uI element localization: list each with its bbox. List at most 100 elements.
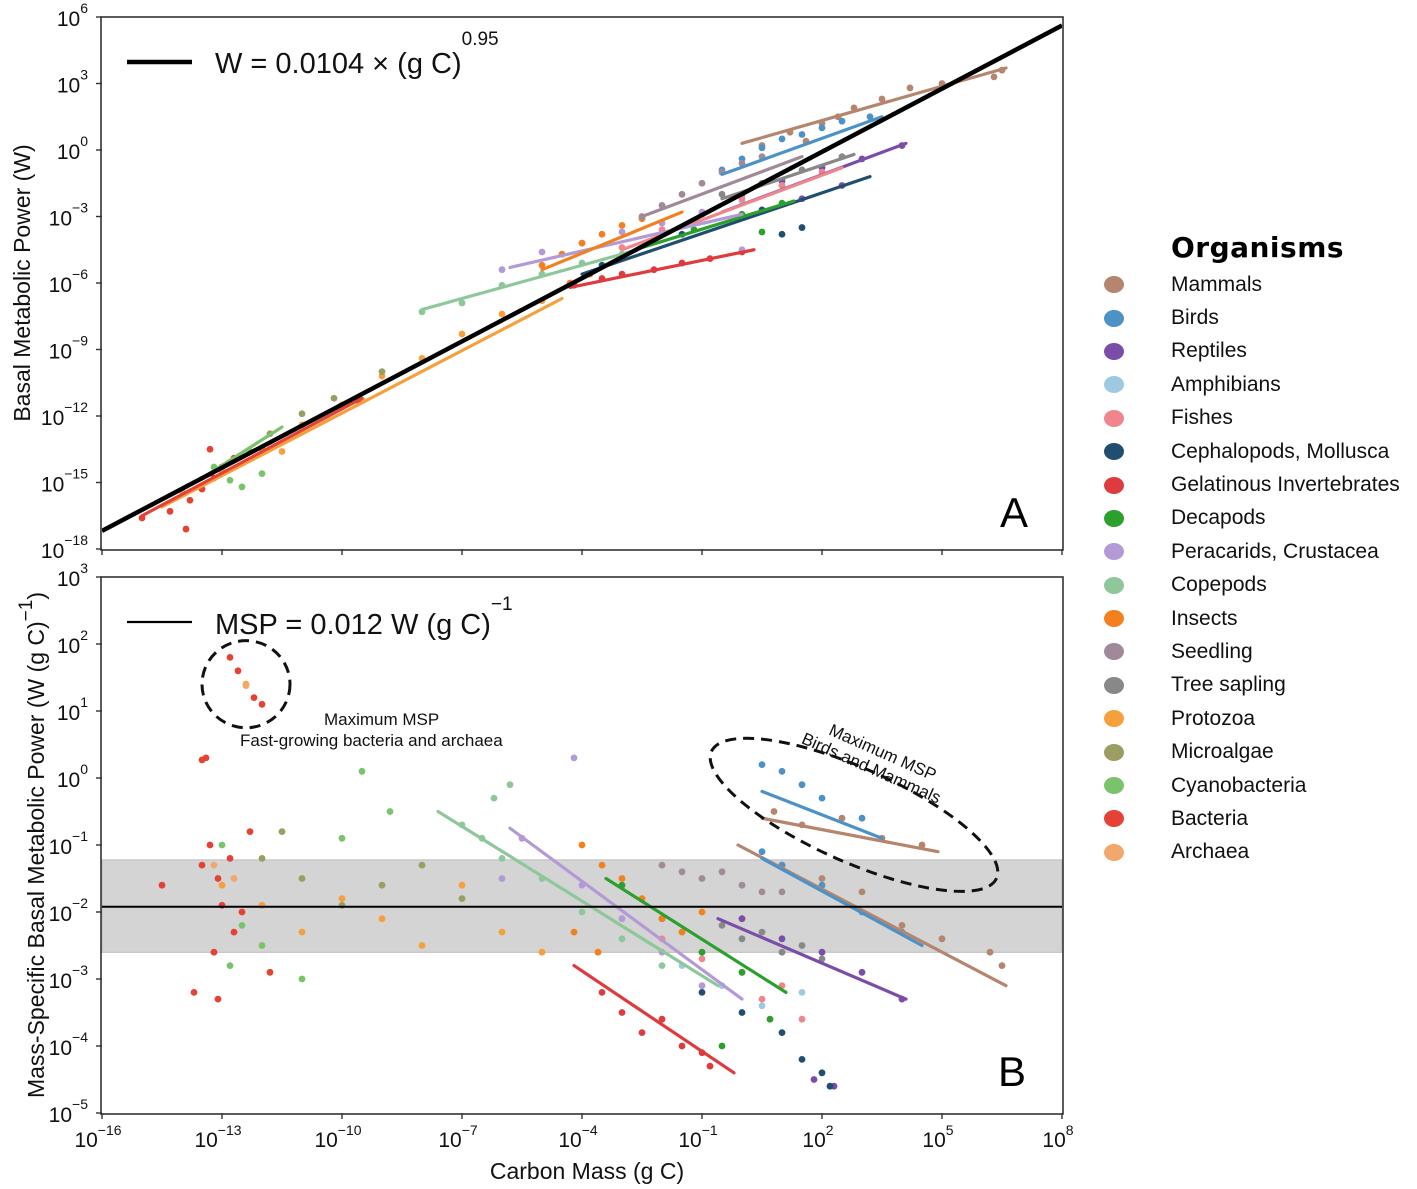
legend-marker-icon (1104, 843, 1124, 861)
legend-label: Insects (1171, 606, 1238, 630)
data-point (758, 848, 766, 856)
data-point (158, 881, 166, 889)
data-point (298, 975, 306, 983)
data-point (166, 507, 174, 515)
plot-area (158, 654, 1008, 1090)
data-point (658, 1015, 666, 1023)
data-point (990, 73, 998, 81)
fit-line-cephalopods-mollusca (580, 175, 872, 276)
data-point (798, 1015, 806, 1023)
data-point (206, 445, 214, 453)
data-point (838, 814, 846, 822)
data-point (330, 394, 338, 402)
x-tick-label: 10−4 (558, 1122, 598, 1152)
data-point (210, 948, 218, 956)
series-protozoa (218, 680, 546, 956)
data-point (338, 834, 346, 842)
data-point (490, 794, 498, 802)
data-point (698, 875, 706, 882)
annotation-ellipse (200, 639, 292, 730)
panel-b-x-ticks: 10−16 10−13 10−10 10−7 10−4 10−1 102 105 108 (74, 1113, 1074, 1152)
legend-label: Gelatinous Invertebrates (1171, 473, 1400, 497)
legend-label: Mammals (1171, 272, 1263, 296)
legend-marker-icon (1104, 276, 1124, 294)
legend-marker-icon (1104, 443, 1124, 461)
legend-item-birds: Birds (1090, 301, 1417, 334)
x-tick-label: 105 (922, 1122, 953, 1152)
data-point (598, 989, 606, 996)
y-tick-label: 10−5 (49, 1096, 89, 1127)
data-point (758, 928, 766, 936)
data-point (698, 955, 706, 963)
legend-item-insects: Insects (1090, 602, 1417, 635)
legend-item-archaea: Archaea (1090, 836, 1417, 869)
data-point (378, 368, 386, 376)
data-point (778, 135, 786, 143)
data-point (598, 861, 606, 869)
legend-label: Copepods (1171, 573, 1267, 597)
data-point (698, 179, 706, 187)
legend-item-cyanobacteria: Cyanobacteria (1090, 769, 1417, 802)
data-point (678, 190, 686, 198)
fit-line-copepods (436, 809, 720, 988)
data-point (778, 1029, 786, 1036)
series-archaea (210, 682, 250, 882)
data-point (226, 654, 234, 661)
legend-marker-icon (1104, 643, 1124, 661)
data-point (226, 962, 234, 969)
annotation-bacteria-line2: Fast-growing bacteria and archaea (240, 731, 503, 750)
legend-item-peracarids-crustacea: Peracarids, Crustacea (1090, 535, 1417, 568)
data-point (798, 989, 806, 996)
panel-a-letter: A (1000, 489, 1028, 536)
panel-b-letter: B (998, 1048, 1026, 1095)
panel-b-marks (158, 654, 1008, 1090)
data-point (198, 861, 206, 869)
data-point (498, 266, 506, 274)
panel-a-x-ticks (101, 549, 1063, 555)
data-point (238, 483, 246, 491)
legend-label: Decapods (1171, 506, 1266, 530)
data-point (218, 841, 226, 849)
data-point (758, 144, 766, 152)
data-point (238, 908, 246, 916)
legend-marker-icon (1104, 777, 1124, 795)
y-tick-label: 100 (57, 761, 88, 792)
legend-label: Seedling (1171, 639, 1253, 663)
data-point (758, 888, 766, 896)
series-cephalopods-mollusca (698, 989, 834, 1090)
y-tick-label: 103 (57, 67, 88, 98)
data-point (498, 928, 506, 936)
data-point (858, 968, 866, 976)
data-point (186, 496, 194, 504)
data-point (898, 922, 906, 929)
data-point (458, 330, 466, 338)
data-point (718, 922, 726, 929)
annotation-bacteria-line1: Maximum MSP (324, 710, 439, 729)
data-point (798, 1056, 806, 1063)
fit-line-protozoa (160, 296, 564, 509)
panel-a-marks (102, 23, 1062, 533)
legend-marker-icon (1104, 710, 1124, 728)
x-tick-label: 10−1 (678, 1122, 718, 1152)
data-point (658, 861, 666, 869)
y-tick-label: 103 (57, 560, 88, 591)
data-point (206, 841, 214, 849)
y-tick-label: 100 (57, 133, 88, 164)
data-point (798, 781, 806, 789)
fit-line-reptiles (716, 917, 908, 1001)
data-point (826, 1082, 834, 1090)
fit-line-birds (720, 115, 884, 176)
fit-line-peracarids-crustacea (508, 212, 744, 270)
data-point (618, 915, 626, 923)
data-point (246, 828, 254, 835)
data-point (778, 948, 786, 956)
data-point (698, 989, 706, 996)
data-point (598, 230, 606, 238)
data-point (938, 935, 946, 943)
data-point (214, 875, 222, 882)
data-point (818, 124, 826, 132)
data-point (298, 875, 306, 882)
overall-fit-line (102, 23, 1062, 533)
data-point (378, 881, 386, 889)
data-point (182, 525, 190, 533)
